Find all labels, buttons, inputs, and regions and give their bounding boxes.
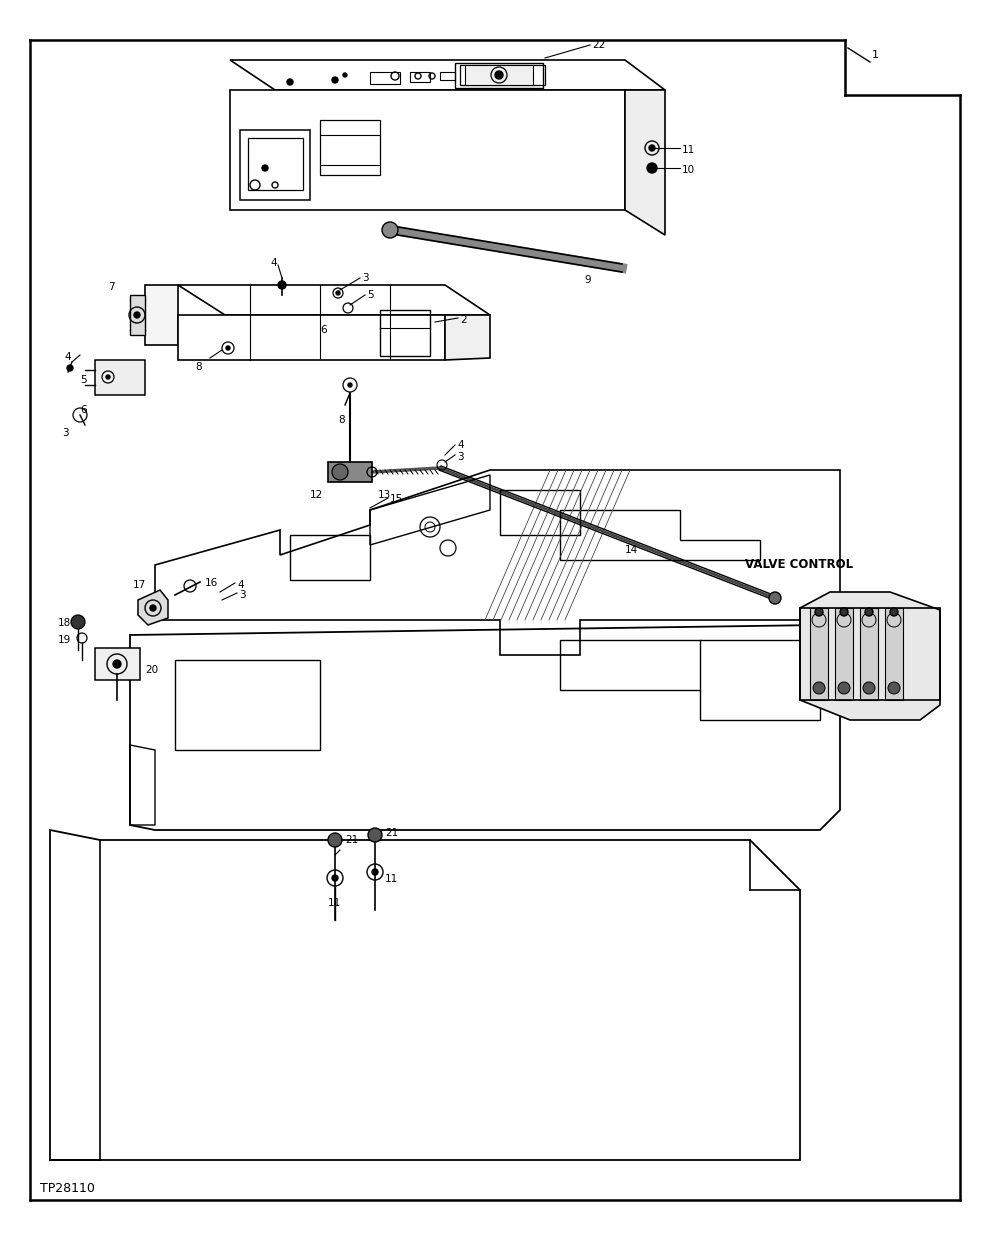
Text: 4: 4 [270, 259, 277, 268]
Polygon shape [800, 593, 940, 720]
Bar [410, 72, 430, 82]
Text: VALVE CONTROL: VALVE CONTROL [745, 558, 853, 571]
Circle shape [865, 609, 873, 616]
Circle shape [382, 221, 398, 238]
Text: 17: 17 [133, 580, 146, 590]
Text: 2: 2 [460, 315, 466, 325]
Text: 1: 1 [872, 49, 879, 61]
Text: 12: 12 [310, 490, 323, 500]
Bar [500, 490, 580, 534]
Text: 3: 3 [457, 452, 463, 461]
Circle shape [336, 291, 340, 294]
Polygon shape [178, 285, 490, 315]
Text: 8: 8 [195, 362, 201, 372]
Polygon shape [95, 360, 145, 395]
Text: 3: 3 [62, 428, 68, 438]
Circle shape [863, 682, 875, 694]
Circle shape [890, 609, 898, 616]
Circle shape [287, 79, 293, 85]
Circle shape [647, 163, 657, 173]
Polygon shape [835, 609, 853, 700]
Polygon shape [145, 285, 178, 345]
Text: 21: 21 [385, 828, 398, 837]
Polygon shape [885, 609, 903, 700]
Bar [455, 63, 543, 88]
Circle shape [888, 682, 900, 694]
Polygon shape [230, 61, 665, 90]
Bar [460, 66, 545, 85]
Circle shape [150, 605, 156, 611]
Circle shape [226, 346, 230, 350]
Bar [248, 139, 303, 190]
Circle shape [343, 73, 347, 77]
Text: 3: 3 [239, 590, 246, 600]
Text: 4: 4 [64, 353, 70, 362]
Circle shape [134, 312, 140, 318]
Circle shape [67, 365, 73, 371]
Circle shape [332, 77, 338, 83]
Text: 21: 21 [345, 835, 358, 845]
Circle shape [838, 682, 850, 694]
Circle shape [332, 875, 338, 881]
Polygon shape [328, 461, 372, 482]
Bar [175, 661, 320, 750]
Text: 6: 6 [320, 325, 326, 335]
Circle shape [815, 609, 823, 616]
Text: 11: 11 [328, 898, 341, 908]
Circle shape [71, 615, 85, 628]
Circle shape [368, 828, 382, 842]
Text: 5: 5 [367, 289, 374, 301]
Text: 11: 11 [385, 875, 398, 884]
Circle shape [769, 593, 781, 604]
Text: 15: 15 [390, 494, 404, 503]
Text: 8: 8 [338, 414, 344, 426]
Text: 4: 4 [237, 580, 244, 590]
Polygon shape [95, 648, 140, 680]
Polygon shape [130, 294, 145, 335]
Text: 6: 6 [80, 404, 86, 414]
Text: 22: 22 [592, 40, 605, 49]
Circle shape [106, 375, 110, 379]
Text: TP28110: TP28110 [40, 1181, 95, 1195]
Polygon shape [178, 315, 445, 360]
Polygon shape [138, 590, 168, 625]
Polygon shape [810, 609, 828, 700]
Circle shape [332, 464, 348, 480]
Circle shape [113, 661, 121, 668]
Text: 5: 5 [80, 375, 86, 385]
Polygon shape [445, 315, 490, 360]
Bar [370, 72, 400, 84]
Text: 18: 18 [58, 618, 71, 628]
Circle shape [328, 833, 342, 847]
Text: 19: 19 [58, 635, 71, 644]
Bar [290, 534, 370, 580]
Text: 10: 10 [682, 165, 695, 174]
Circle shape [372, 870, 378, 875]
Bar [440, 72, 455, 80]
Bar [465, 66, 533, 85]
Text: 20: 20 [145, 666, 158, 675]
Circle shape [813, 682, 825, 694]
Text: 14: 14 [625, 546, 638, 555]
Polygon shape [860, 609, 878, 700]
Circle shape [262, 165, 268, 171]
Text: 3: 3 [362, 273, 369, 283]
Text: 13: 13 [378, 490, 391, 500]
Circle shape [278, 281, 286, 289]
Text: 4: 4 [457, 440, 463, 450]
Text: 16: 16 [205, 578, 218, 588]
Text: 11: 11 [682, 145, 695, 155]
Polygon shape [230, 90, 625, 210]
Circle shape [840, 609, 848, 616]
Circle shape [495, 71, 503, 79]
Text: 9: 9 [584, 275, 591, 285]
Circle shape [649, 145, 655, 151]
Polygon shape [625, 90, 665, 235]
Text: 7: 7 [108, 282, 115, 292]
Circle shape [348, 383, 352, 387]
